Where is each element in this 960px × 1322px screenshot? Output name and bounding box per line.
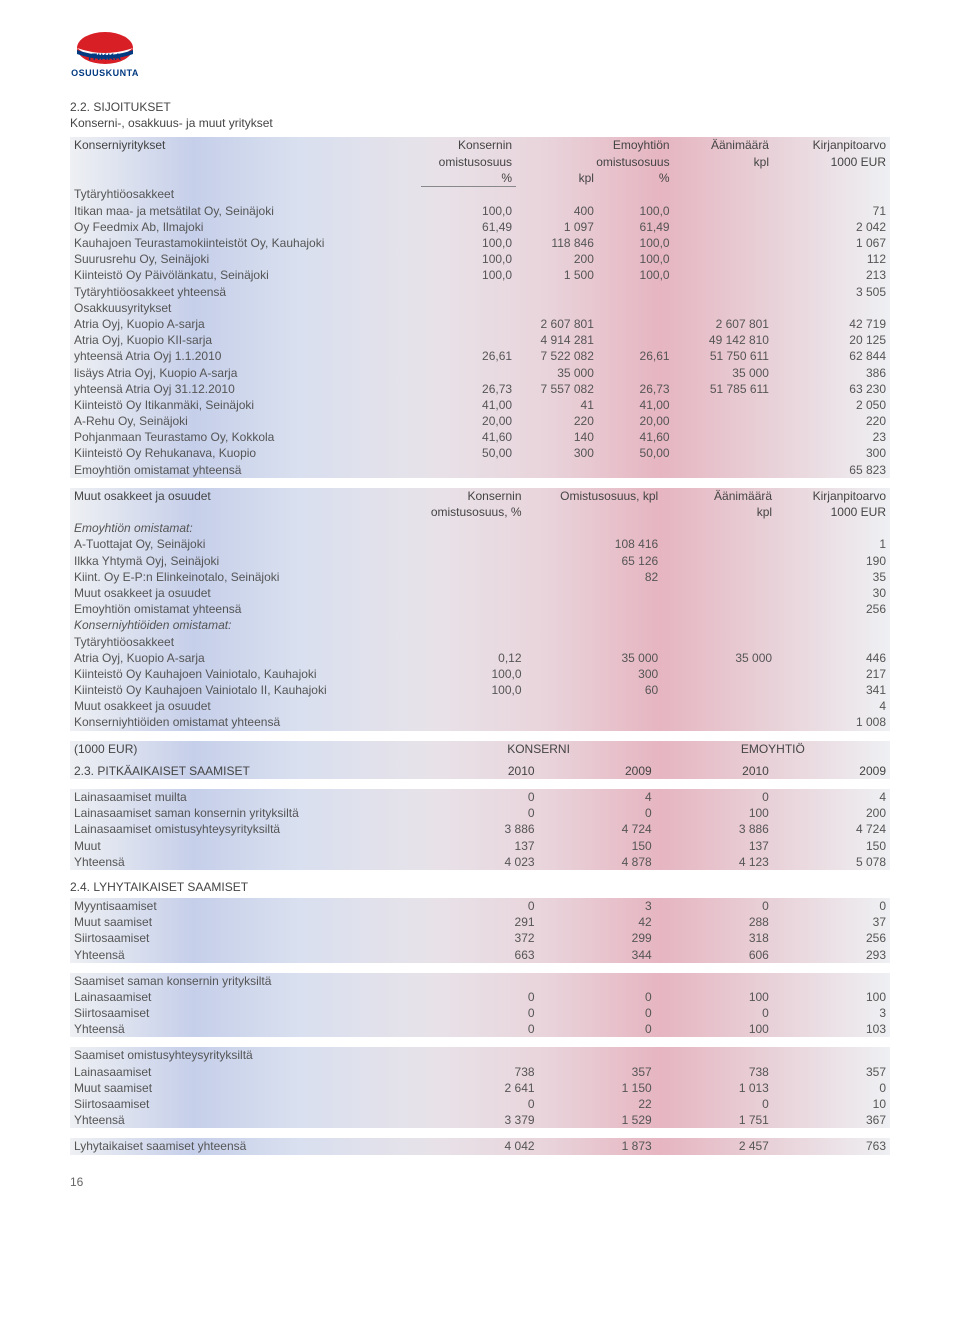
table-row: Oy Feedmix Ab, Ilmajoki61,491 09761,492 … [70,219,890,235]
table-row: Kiinteistö Oy Kauhajoen Vainiotalo II, K… [70,682,890,698]
table-row: Konserniyhtiöiden omistamat yhteensä1 00… [70,714,890,730]
table-row: Itikan maa- ja metsätilat Oy, Seinäjoki1… [70,203,890,219]
table-row: Suurusrehu Oy, Seinäjoki100,0200100,0112 [70,251,890,267]
page-number: 16 [70,1175,890,1189]
table-row: Siirtosaamiset372299318256 [70,930,890,946]
table-row: Atria Oyj, Kuopio A-sarja0,1235 00035 00… [70,650,890,666]
section-2-2-title: 2.2. SIJOITUKSET Konserni-, osakkuus- ja… [70,99,890,131]
table-row: Atria Oyj, Kuopio KII-sarja4 914 28149 1… [70,332,890,348]
table-row: Pohjanmaan Teurastamo Oy, Kokkola41,6014… [70,429,890,445]
table-2-4c: Saamiset omistusyhteysyrityksiltä Lainas… [70,1047,890,1128]
table-row: Kiint. Oy E-P:n Elinkeinotalo, Seinäjoki… [70,569,890,585]
svg-text:ITIKKA: ITIKKA [89,52,122,62]
h-konserniyritykset: Konserniyritykset [70,137,421,153]
table-row: lisäys Atria Oyj, Kuopio A-sarja35 00035… [70,365,890,381]
table-row: yhteensä Atria Oyj 31.12.201026,737 557 … [70,381,890,397]
section-2-3-title: 2.3. PITKÄAIKAISET SAAMISET [70,763,421,779]
table-row: Kiinteistö Oy Kauhajoen Vainiotalo, Kauh… [70,666,890,682]
table-lyhyt-yhteensa: Lyhytaikaiset saamiset yhteensä 4 042 1 … [70,1138,890,1154]
table-row: yhteensä Atria Oyj 1.1.201026,617 522 08… [70,348,890,364]
company-logo: ITIKKA OSUUSKUNTA [70,30,890,83]
table-row: Yhteensä3 3791 5291 751367 [70,1112,890,1128]
table-row: Kiinteistö Oy Rehukanava, Kuopio50,00300… [70,445,890,461]
table-row: Kauhajoen Teurastamokiinteistöt Oy, Kauh… [70,235,890,251]
section-2-4-title: 2.4. LYHYTAIKAISET SAAMISET [70,880,890,894]
table-row: Emoyhtiön omistamat yhteensä65 823 [70,462,890,478]
table-row: Lyhytaikaiset saamiset yhteensä 4 042 1 … [70,1138,890,1154]
table-row: Muut osakkeet ja osuudet30 [70,585,890,601]
table-row: Kiinteistö Oy Päivölänkatu, Seinäjoki100… [70,267,890,283]
table-row: Muut osakkeet ja osuudet4 [70,698,890,714]
table-row: A-Tuottajat Oy, Seinäjoki108 4161 [70,536,890,552]
table-row: Muut saamiset2914228837 [70,914,890,930]
table-row: Yhteensä00100103 [70,1021,890,1037]
table-row: Tytäryhtiöosakkeet yhteensä3 505 [70,284,890,300]
table-row: Muut saamiset2 6411 1501 0130 [70,1080,890,1096]
table-row: Lainasaamiset muilta0404 [70,789,890,805]
tytar-header: Tytäryhtiöosakkeet [70,186,421,202]
table-row: Siirtosaamiset0003 [70,1005,890,1021]
table-row: Atria Oyj, Kuopio A-sarja2 607 8012 607 … [70,316,890,332]
table-1-konserniyritykset: Konserniyritykset Konsernin Emoyhtiön Ää… [70,137,890,477]
table-row: Emoyhtiön omistamat yhteensä256 [70,601,890,617]
table-2-4b: Saamiset saman konsernin yrityksiltä Lai… [70,973,890,1038]
table-row: Lainasaamiset saman konsernin yrityksilt… [70,805,890,821]
table-row: Lainasaamiset omistusyhteysyrityksiltä3 … [70,821,890,837]
itikka-logo-icon: ITIKKA OSUUSKUNTA [70,30,140,80]
table-row: Myyntisaamiset0300 [70,898,890,914]
table-row: Ilkka Yhtymä Oyj, Seinäjoki65 126190 [70,553,890,569]
table-row: Siirtosaamiset022010 [70,1096,890,1112]
table-row: Muut137150137150 [70,838,890,854]
osak-header: Osakkuusyritykset [70,300,421,316]
table-2-3-pitkaaikaiset: Lainasaamiset muilta0404Lainasaamiset sa… [70,789,890,870]
table-row: Yhteensä663344606293 [70,947,890,963]
table-2-muut-osakkeet: Muut osakkeet ja osuudet Konsernin Omist… [70,488,890,731]
table-row: Lainasaamiset738357738357 [70,1064,890,1080]
table-2-4a: Myyntisaamiset0300Muut saamiset291422883… [70,898,890,963]
table-row: Lainasaamiset00100100 [70,989,890,1005]
table-row: Yhteensä4 0234 8784 1235 078 [70,854,890,870]
logo-subtext: OSUUSKUNTA [71,68,139,78]
section-header-konserni-emoyhtio: (1000 EUR) KONSERNI EMOYHTIÖ 2.3. PITKÄA… [70,741,890,779]
table-row: Kiinteistö Oy Itikanmäki, Seinäjoki41,00… [70,397,890,413]
table-row: A-Rehu Oy, Seinäjoki20,0022020,00220 [70,413,890,429]
